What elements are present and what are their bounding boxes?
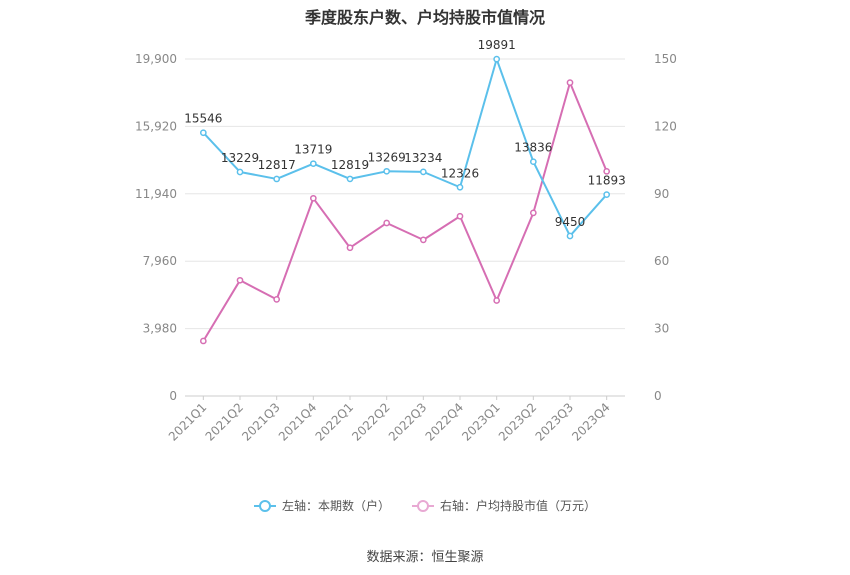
data-point-right <box>419 236 427 244</box>
data-point-right <box>493 297 501 304</box>
x-tick-label: 2023Q4 <box>569 400 613 444</box>
data-label: 13836 <box>514 141 552 155</box>
data-label: 12819 <box>331 158 369 172</box>
right-tick-label: 30 <box>654 322 669 336</box>
data-label: 13234 <box>404 151 442 165</box>
series-line-right <box>202 81 608 342</box>
left-tick-label: 19,900 <box>135 52 177 66</box>
x-tick-label: 2022Q3 <box>386 400 430 444</box>
legend-label-left-series: 左轴：本期数（户） <box>281 499 390 513</box>
right-tick-label: 0 <box>654 389 662 403</box>
legend-item-left-series[interactable]: 左轴：本期数（户） <box>253 497 390 514</box>
legend-swatch-left-series <box>253 499 276 512</box>
data-label: 19891 <box>478 38 516 52</box>
x-tick-label: 2021Q2 <box>203 400 247 444</box>
x-tick-label: 2021Q3 <box>239 400 283 444</box>
data-point-left <box>236 168 244 176</box>
series-layer <box>199 55 611 345</box>
right-tick-label: 120 <box>654 119 677 133</box>
data-point-right <box>456 212 464 220</box>
data-label: 13269 <box>368 150 406 164</box>
right-tick-label: 60 <box>654 254 669 268</box>
x-tick-label: 2021Q1 <box>166 400 210 444</box>
data-label: 15546 <box>184 112 222 126</box>
right-axis-ticks: 0 30 60 90 120 150 <box>654 52 677 403</box>
data-point-right <box>383 219 391 227</box>
data-label: 11893 <box>588 174 626 188</box>
data-labels: 15546 13229128171371912819132691323412326… <box>184 38 626 229</box>
data-point-left <box>199 129 207 137</box>
data-point-right <box>309 194 317 202</box>
legend-item-right-series[interactable]: 右轴：户均持股市值（万元） <box>412 497 596 514</box>
data-label: 12326 <box>441 166 479 180</box>
right-tick-label: 150 <box>654 52 677 66</box>
data-point-right <box>603 167 611 175</box>
left-tick-label: 11,940 <box>135 187 177 201</box>
data-label: 12817 <box>258 158 296 172</box>
data-point-left <box>529 158 537 166</box>
grid-lines <box>185 58 625 330</box>
x-tick-label: 2023Q1 <box>459 400 503 444</box>
x-axis <box>185 395 625 400</box>
data-point-left <box>346 175 354 183</box>
data-point-right <box>273 296 281 303</box>
data-point-left <box>419 168 427 176</box>
data-point-left <box>603 191 611 198</box>
data-point-left <box>309 160 317 168</box>
data-point-right <box>236 276 244 284</box>
left-tick-label: 3,980 <box>143 322 177 336</box>
x-tick-label: 2022Q2 <box>349 400 393 444</box>
left-tick-label: 15,920 <box>135 119 177 133</box>
data-point-left <box>456 183 464 191</box>
legend: 左轴：本期数（户） 右轴：户均持股市值（万元） <box>0 497 850 514</box>
x-tick-label: 2023Q2 <box>496 400 540 444</box>
x-tick-label: 2021Q4 <box>276 400 320 444</box>
left-axis-ticks: 0 3,980 7,960 11,940 15,920 19,900 <box>135 52 177 403</box>
legend-label-right-series: 右轴：户均持股市值（万元） <box>440 499 597 513</box>
data-point-left <box>383 167 391 175</box>
data-point-left <box>566 232 574 240</box>
chart-title: 季度股东户数、户均持股市值情况 <box>304 8 545 27</box>
x-axis-ticks: 2021Q12021Q22021Q32021Q42022Q12022Q22022… <box>166 400 613 444</box>
data-label: 13719 <box>294 143 332 157</box>
source-note: 数据来源：恒生聚源 <box>366 550 484 565</box>
data-label: 13229 <box>221 151 259 165</box>
left-tick-label: 0 <box>169 389 177 403</box>
data-point-right <box>566 79 574 86</box>
data-label: 9450 <box>555 215 586 229</box>
x-tick-label: 2022Q4 <box>423 400 467 444</box>
x-tick-label: 2023Q3 <box>533 400 577 444</box>
data-point-right <box>199 337 207 345</box>
x-tick-label: 2022Q1 <box>313 400 357 444</box>
data-point-left <box>273 175 281 183</box>
legend-swatch-right-series <box>412 499 434 512</box>
data-point-right <box>529 209 537 217</box>
right-tick-label: 90 <box>654 187 669 201</box>
data-point-right <box>346 244 354 252</box>
data-point-left <box>493 55 501 63</box>
left-tick-label: 7,960 <box>143 254 177 268</box>
series-line-left <box>202 58 608 237</box>
